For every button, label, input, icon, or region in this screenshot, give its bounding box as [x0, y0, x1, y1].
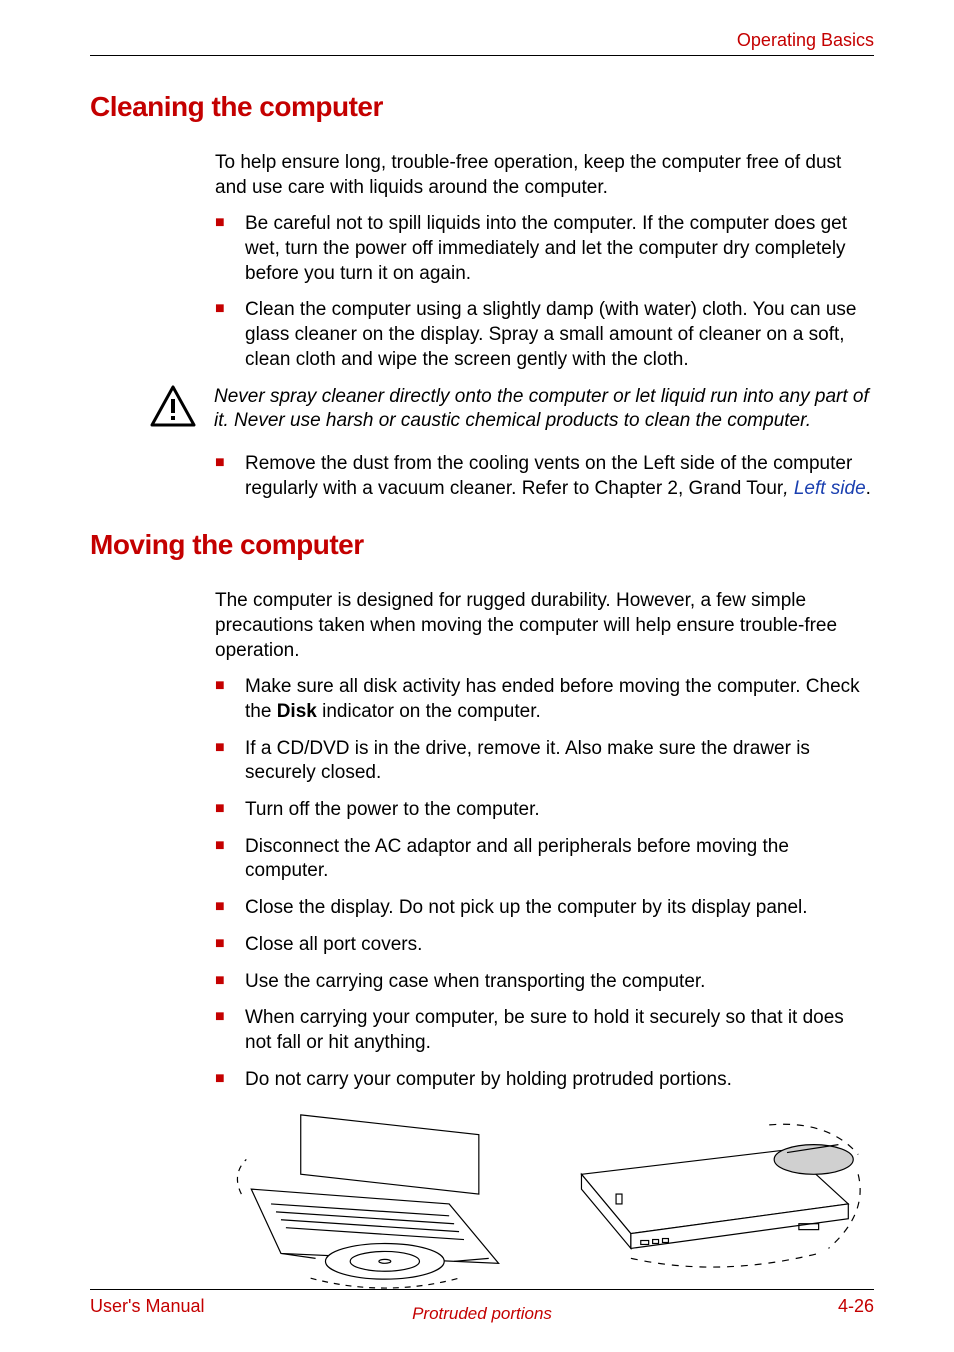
footer-right: 4-26 — [838, 1296, 874, 1317]
list-item: Make sure all disk activity has ended be… — [215, 675, 874, 724]
list-item: Be careful not to spill liquids into the… — [215, 212, 874, 286]
heading-cleaning: Cleaning the computer — [90, 91, 874, 123]
list-item: Clean the computer using a slightly damp… — [215, 298, 874, 372]
footer-left: User's Manual — [90, 1296, 204, 1317]
list-item: Use the carrying case when transporting … — [215, 970, 874, 995]
header-section-label: Operating Basics — [90, 30, 874, 51]
bullet-text-post: indicator on the computer. — [317, 701, 541, 722]
list-item: If a CD/DVD is in the drive, remove it. … — [215, 737, 874, 786]
warning-text: Never spray cleaner directly onto the co… — [214, 385, 874, 434]
bullet-text-pre: Remove the dust from the cooling vents o… — [245, 453, 852, 499]
warning-icon — [150, 385, 196, 427]
bullet-sep: , — [783, 478, 794, 499]
left-side-link[interactable]: Left side — [794, 478, 866, 499]
list-item: Close all port covers. — [215, 933, 874, 958]
footer: User's Manual 4-26 — [90, 1289, 874, 1317]
laptop-open-illustration — [220, 1104, 520, 1294]
header-rule — [90, 55, 874, 56]
heading-moving: Moving the computer — [90, 529, 874, 561]
list-item: When carrying your computer, be sure to … — [215, 1006, 874, 1055]
list-item: Close the display. Do not pick up the co… — [215, 896, 874, 921]
cleaning-bullets-b: Remove the dust from the cooling vents o… — [215, 452, 874, 501]
cleaning-bullets-a: Be careful not to spill liquids into the… — [215, 212, 874, 372]
bullet-text-post: . — [866, 478, 871, 499]
list-item: Remove the dust from the cooling vents o… — [215, 452, 874, 501]
cleaning-intro: To help ensure long, trouble-free operat… — [215, 151, 874, 200]
list-item: Turn off the power to the computer. — [215, 798, 874, 823]
laptop-closed-illustration — [540, 1114, 870, 1284]
warning-block: Never spray cleaner directly onto the co… — [90, 385, 874, 434]
list-item: Disconnect the AC adaptor and all periph… — [215, 835, 874, 884]
disk-bold: Disk — [277, 701, 317, 722]
footer-rule — [90, 1289, 874, 1290]
moving-bullets: Make sure all disk activity has ended be… — [215, 675, 874, 1092]
list-item: Do not carry your computer by holding pr… — [215, 1068, 874, 1093]
moving-intro: The computer is designed for rugged dura… — [215, 589, 874, 663]
figure-area — [215, 1104, 874, 1294]
